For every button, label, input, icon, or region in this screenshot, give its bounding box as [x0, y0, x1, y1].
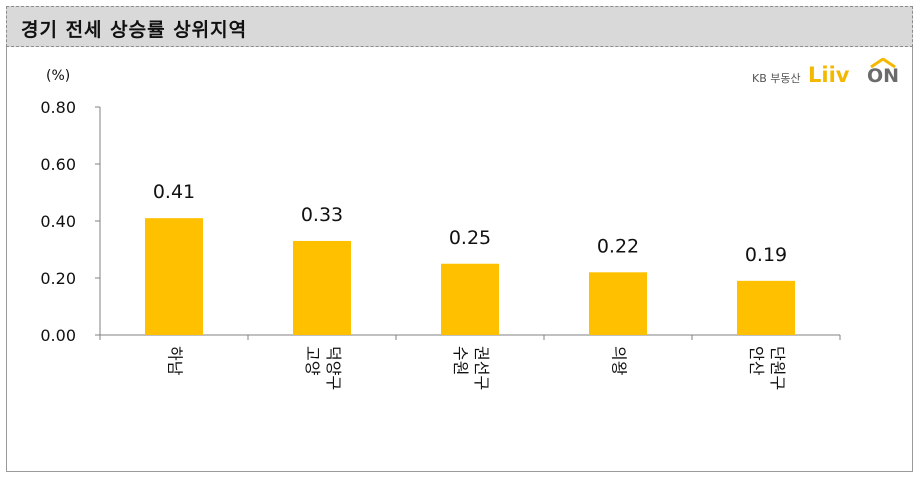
bar: [441, 263, 499, 335]
title-bar: 경기 전세 상승률 상위지역: [6, 6, 913, 47]
kb-liiv-on-logo: KB 부동산 Liiv ON: [752, 58, 902, 90]
y-tick-label: 0.80: [40, 98, 76, 117]
logo-company: KB 부동산: [752, 72, 801, 85]
bar: [589, 272, 647, 335]
y-tick-label: 0.60: [40, 155, 76, 174]
x-category-label: 안산: [747, 346, 766, 376]
data-label: 0.33: [301, 204, 343, 226]
data-label: 0.22: [597, 235, 639, 257]
data-label: 0.19: [745, 244, 787, 266]
chart-frame: [6, 47, 913, 472]
logo-suffix: ON: [867, 65, 900, 87]
bar: [145, 218, 203, 335]
y-tick-label: 0.20: [40, 269, 76, 288]
house-roof-icon: [870, 58, 896, 68]
y-tick-label: 0.40: [40, 212, 76, 231]
data-label: 0.25: [449, 227, 491, 249]
x-category-label: 고양: [303, 346, 322, 376]
x-category-label: 의왕: [610, 346, 629, 376]
data-label: 0.41: [153, 181, 195, 203]
y-axis-unit: (%): [46, 68, 70, 84]
x-category-label: 덕양구: [324, 346, 343, 390]
x-category-label: 하남: [166, 346, 185, 376]
y-tick-label: 0.00: [40, 326, 76, 345]
bar: [293, 240, 351, 335]
x-category-label: 수원: [451, 346, 470, 375]
page-title: 경기 전세 상승률 상위지역: [21, 19, 248, 41]
bar: [737, 280, 795, 335]
x-category-label: 권선구: [472, 346, 491, 390]
x-category-label: 단원구: [768, 346, 787, 390]
logo-brand: Liiv: [808, 63, 850, 87]
